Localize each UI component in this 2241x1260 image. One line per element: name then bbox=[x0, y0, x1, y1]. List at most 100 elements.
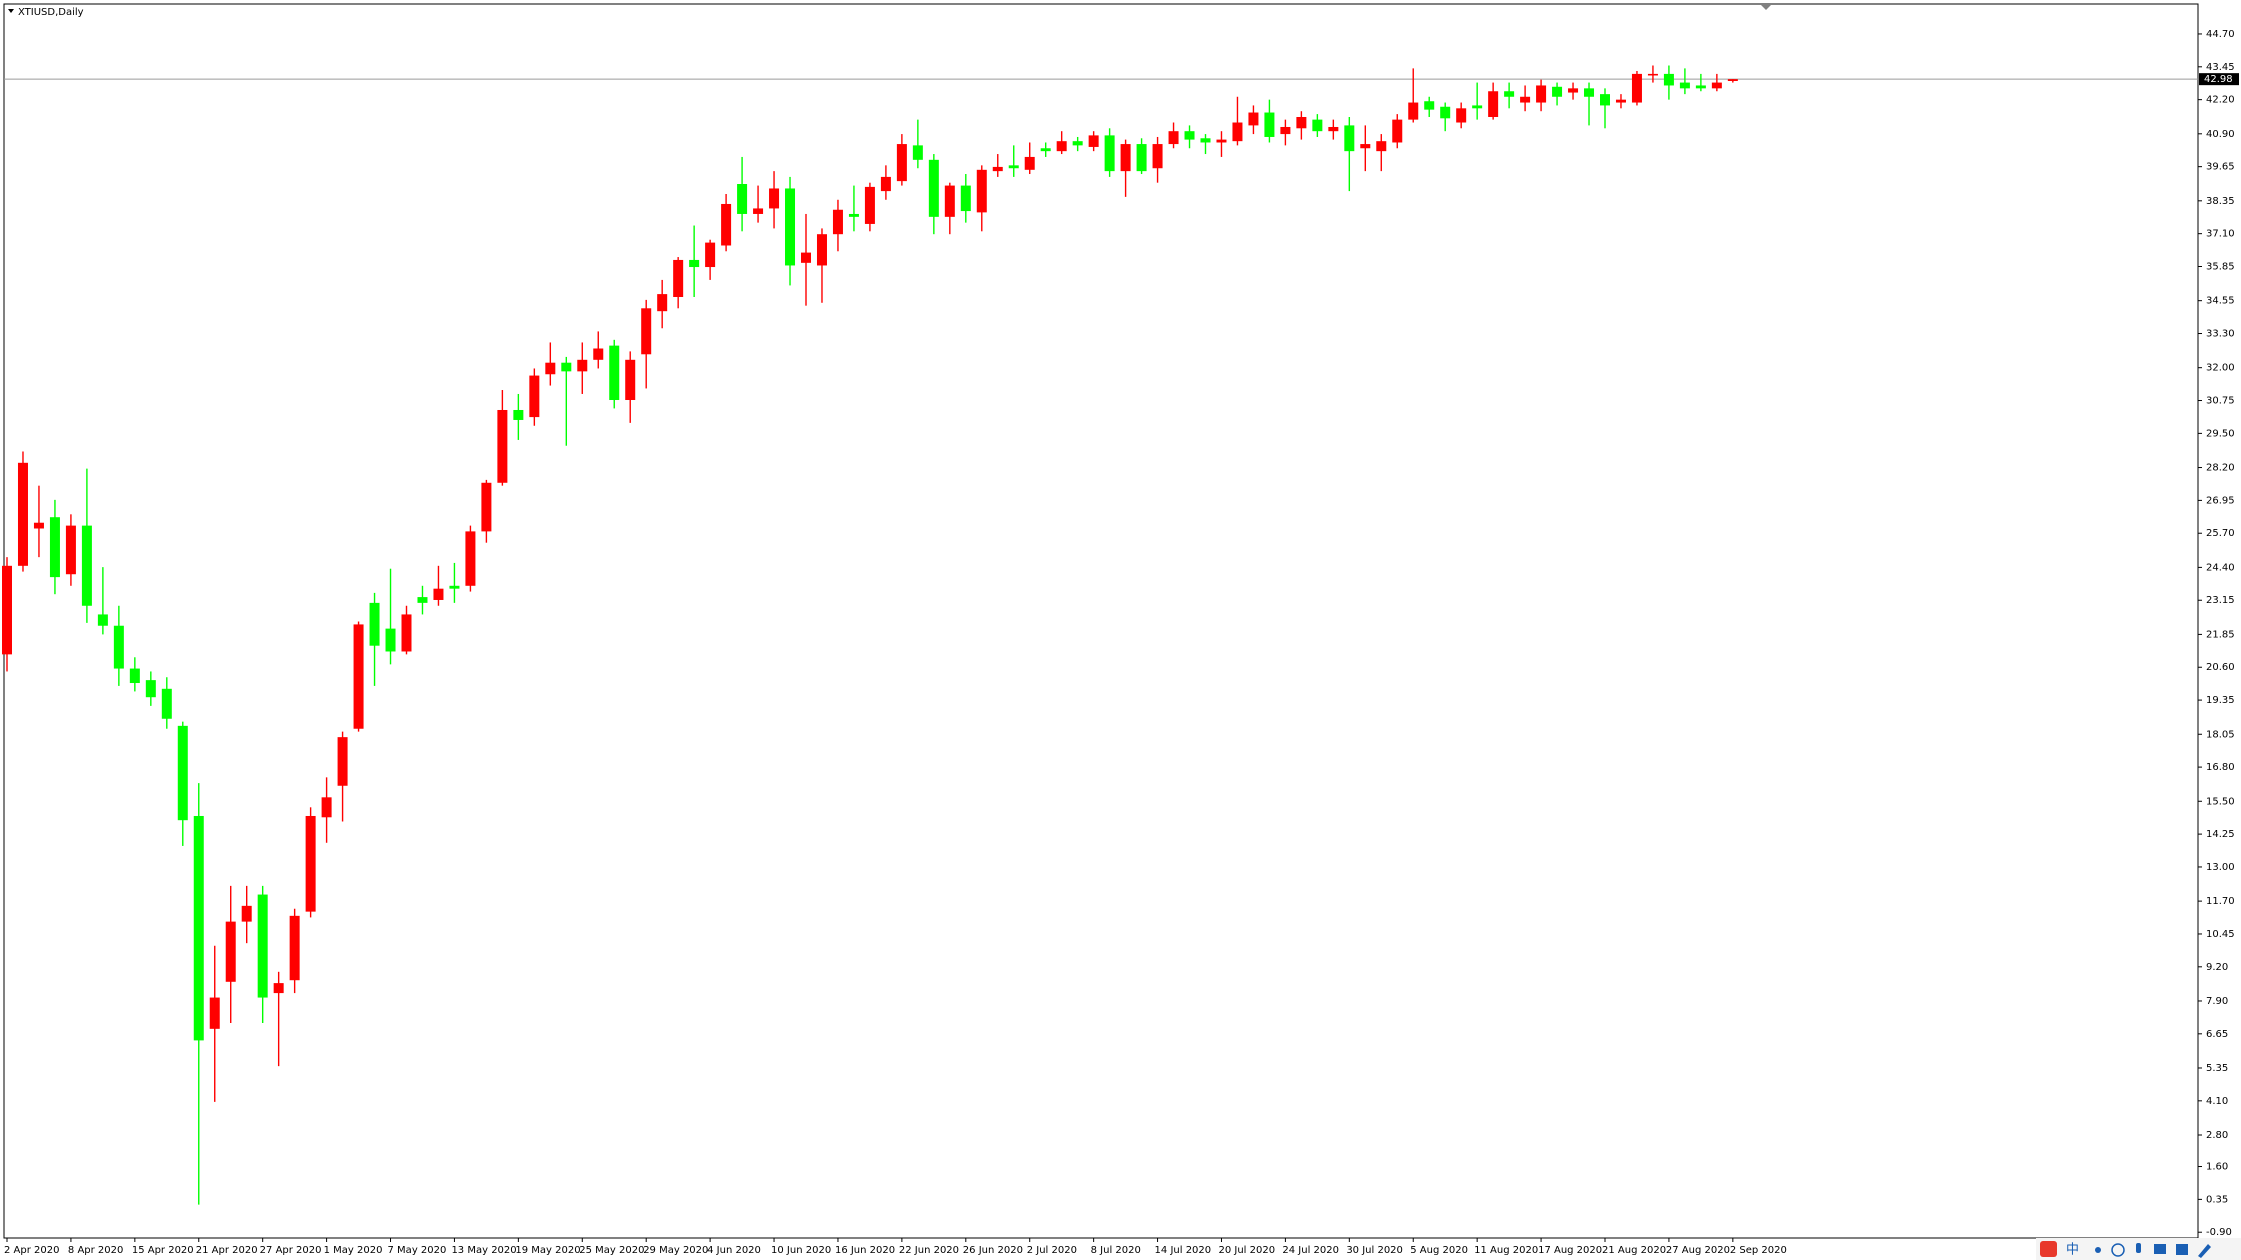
x-tick-label: 24 Jul 2020 bbox=[1282, 1245, 1339, 1256]
candle-body bbox=[609, 345, 620, 401]
candle-body bbox=[1120, 144, 1131, 172]
candle-body bbox=[1216, 139, 1227, 143]
candle-body bbox=[657, 294, 668, 312]
y-tick-label: 4.10 bbox=[2206, 1096, 2228, 1107]
y-tick-label: 28.20 bbox=[2206, 463, 2235, 474]
x-tick-label: 25 May 2020 bbox=[579, 1245, 644, 1256]
x-tick-label: 1 May 2020 bbox=[324, 1245, 383, 1256]
y-tick-label: 32.00 bbox=[2206, 363, 2235, 374]
candle-body bbox=[1344, 125, 1355, 152]
y-tick-label: 43.45 bbox=[2206, 62, 2235, 73]
candle-body bbox=[1711, 82, 1722, 89]
candle-body bbox=[177, 725, 188, 821]
x-tick-label: 27 Apr 2020 bbox=[260, 1245, 322, 1256]
ime-icon[interactable] bbox=[2198, 1244, 2211, 1258]
candle-body bbox=[1568, 88, 1579, 93]
candle-body bbox=[1392, 119, 1403, 143]
candle-body bbox=[433, 588, 444, 600]
x-tick-label: 17 Aug 2020 bbox=[1538, 1245, 1602, 1256]
candle-body bbox=[848, 213, 859, 217]
ime-icon[interactable] bbox=[2154, 1244, 2166, 1254]
y-tick-label: 44.70 bbox=[2206, 29, 2235, 40]
candle-body bbox=[1168, 131, 1179, 145]
chart-title: XTIUSD,Daily bbox=[18, 7, 84, 18]
x-tick-label: 21 Aug 2020 bbox=[1602, 1245, 1666, 1256]
candle-body bbox=[1200, 138, 1211, 143]
y-tick-label: 5.35 bbox=[2206, 1063, 2228, 1074]
candle-body bbox=[1695, 85, 1706, 89]
x-tick-label: 7 May 2020 bbox=[388, 1245, 447, 1256]
candle-body bbox=[1424, 101, 1435, 110]
x-tick-label: 16 Jun 2020 bbox=[835, 1245, 895, 1256]
candle-body bbox=[113, 625, 124, 669]
y-tick-label: 1.60 bbox=[2206, 1162, 2228, 1173]
y-tick-label: -0.90 bbox=[2206, 1227, 2232, 1238]
candle-body bbox=[257, 894, 268, 998]
ime-icon[interactable] bbox=[2111, 1243, 2125, 1257]
candle-body bbox=[1600, 94, 1610, 106]
candle-body bbox=[497, 409, 508, 483]
y-tick-label: 20.60 bbox=[2206, 662, 2235, 673]
x-tick-label: 11 Aug 2020 bbox=[1474, 1245, 1538, 1256]
ime-bar: 中 bbox=[2036, 1238, 2241, 1260]
candle-body bbox=[1312, 119, 1323, 132]
x-tick-label: 13 May 2020 bbox=[451, 1245, 516, 1256]
candle-body bbox=[241, 905, 252, 922]
y-tick-label: 37.10 bbox=[2206, 229, 2235, 240]
candle-body bbox=[1647, 73, 1658, 76]
x-tick-label: 21 Apr 2020 bbox=[196, 1245, 258, 1256]
x-tick-label: 8 Apr 2020 bbox=[68, 1245, 123, 1256]
candle-body bbox=[561, 362, 572, 372]
candle-body bbox=[1072, 141, 1083, 146]
candle-body bbox=[65, 525, 76, 575]
menu-triangle[interactable] bbox=[8, 9, 14, 13]
candle-body bbox=[1504, 91, 1515, 97]
y-tick-label: 25.70 bbox=[2206, 528, 2235, 539]
candle-body bbox=[337, 737, 348, 786]
candle-body bbox=[481, 482, 492, 532]
ime-lang[interactable]: 中 bbox=[2066, 1243, 2079, 1258]
candle-body bbox=[721, 203, 732, 246]
x-tick-label: 2 Sep 2020 bbox=[1730, 1245, 1787, 1256]
candle-body bbox=[49, 517, 60, 578]
y-tick-label: 34.55 bbox=[2206, 296, 2235, 307]
candle-body bbox=[1088, 135, 1099, 147]
x-tick-label: 10 Jun 2020 bbox=[771, 1245, 831, 1256]
current-price-label: 42.98 bbox=[2204, 74, 2233, 85]
candle-body bbox=[625, 359, 636, 401]
candle-body bbox=[1631, 73, 1642, 103]
y-tick-label: 24.40 bbox=[2206, 562, 2235, 573]
x-tick-label: 20 Jul 2020 bbox=[1218, 1245, 1275, 1256]
y-tick-label: 42.20 bbox=[2206, 95, 2235, 106]
candle-body bbox=[1296, 116, 1307, 129]
y-tick-label: 11.70 bbox=[2206, 896, 2235, 907]
x-tick-label: 2 Apr 2020 bbox=[4, 1245, 59, 1256]
candle-body bbox=[801, 252, 811, 263]
x-tick-label: 2 Jul 2020 bbox=[1027, 1245, 1077, 1256]
candle-body bbox=[385, 628, 396, 652]
ime-icon[interactable] bbox=[2095, 1247, 2101, 1253]
ime-logo[interactable] bbox=[2040, 1241, 2057, 1257]
y-tick-label: 2.80 bbox=[2206, 1130, 2228, 1141]
candle-body bbox=[289, 915, 300, 981]
y-tick-label: 30.75 bbox=[2206, 396, 2235, 407]
candle-body bbox=[1440, 106, 1451, 119]
candle-body bbox=[1376, 141, 1387, 152]
ime-icon[interactable] bbox=[2136, 1243, 2141, 1253]
candle-body bbox=[928, 159, 939, 217]
candle-body bbox=[1008, 165, 1019, 169]
y-tick-label: 21.85 bbox=[2206, 629, 2235, 640]
candle-body bbox=[465, 531, 476, 586]
candle-body bbox=[161, 688, 172, 719]
candle-body bbox=[960, 185, 971, 212]
candle-body bbox=[2, 565, 12, 655]
candle-body bbox=[273, 983, 284, 994]
candle-body bbox=[1615, 99, 1626, 103]
candle-body bbox=[737, 184, 748, 214]
candle-body bbox=[1488, 91, 1499, 117]
candle-body bbox=[1456, 108, 1467, 123]
candle-body bbox=[81, 525, 92, 606]
ime-icon[interactable] bbox=[2176, 1244, 2188, 1255]
candle-body bbox=[1024, 156, 1035, 170]
candle-body bbox=[33, 522, 44, 529]
